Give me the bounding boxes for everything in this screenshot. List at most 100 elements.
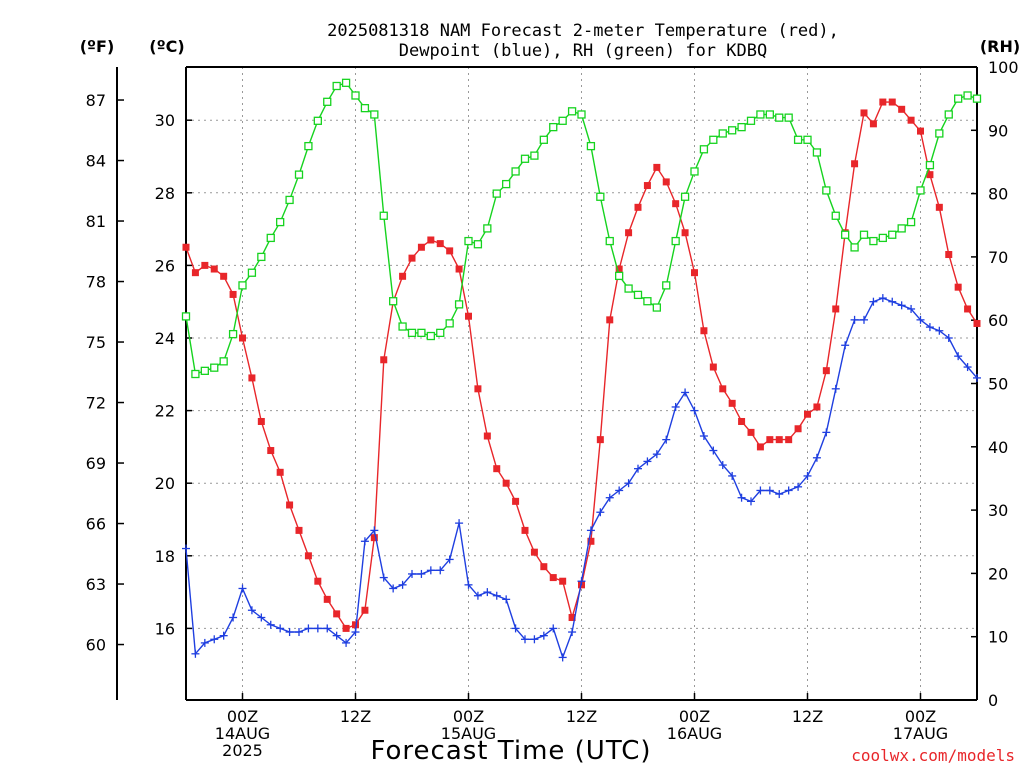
- dewpoint-point: [690, 406, 699, 415]
- temperature-point: [540, 563, 548, 571]
- chart-title-line-2: Dewpoint (blue), RH (green) for KDBQ: [399, 41, 767, 61]
- dewpoint-point: [907, 304, 916, 313]
- dewpoint-point: [765, 486, 774, 495]
- temperature-point: [869, 120, 877, 128]
- rh-point: [276, 217, 285, 227]
- dewpoint-point: [671, 402, 680, 411]
- temperature-point: [691, 269, 698, 277]
- x-tick-label: 16AUG: [667, 724, 722, 743]
- temperature-point: [304, 552, 312, 560]
- temperature-point: [728, 399, 736, 407]
- rh-point: [266, 233, 275, 243]
- temperature-point: [276, 468, 284, 476]
- temperature-point: [945, 251, 953, 259]
- temperature-point: [888, 98, 896, 106]
- rh-tick-label: 40: [988, 438, 1008, 457]
- temperature-point: [662, 178, 670, 186]
- temperature-point: [267, 447, 275, 455]
- celsius-tick-label: 24: [155, 329, 175, 348]
- dewpoint-point: [756, 486, 765, 495]
- dewpoint-point: [408, 569, 416, 578]
- rh-point: [756, 110, 765, 119]
- rh-point: [549, 122, 558, 132]
- temperature-point: [917, 127, 924, 135]
- series-line: [185, 297, 978, 660]
- dewpoint-point: [888, 297, 897, 306]
- dewpoint-point: [200, 638, 209, 647]
- rh-point: [775, 113, 784, 122]
- temperature-point: [323, 595, 331, 603]
- dewpoint-point: [247, 606, 256, 615]
- rh-axis-label: (RH): [980, 37, 1020, 56]
- temperature-point: [417, 243, 425, 251]
- dewpoint-point: [812, 453, 821, 462]
- rh-point: [671, 236, 680, 246]
- temperature-point: [257, 417, 265, 425]
- temperature-point: [672, 200, 680, 208]
- dewpoint-point: [954, 352, 963, 361]
- rh-tick-label: 20: [988, 564, 1008, 583]
- dewpoint-point: [586, 526, 595, 535]
- rh-point: [605, 236, 614, 246]
- temperature-point: [521, 526, 529, 534]
- temperature-point: [766, 436, 774, 444]
- rh-point: [228, 329, 238, 339]
- temperature-point: [832, 305, 840, 313]
- rh-point: [351, 91, 360, 100]
- rh-point: [417, 328, 426, 338]
- dewpoint-point: [502, 595, 511, 604]
- dewpoint-point: [737, 493, 746, 502]
- dewpoint-point: [699, 432, 708, 441]
- dewpoint-point: [511, 624, 520, 633]
- temperature-point: [295, 526, 303, 534]
- temperature-point: [653, 163, 661, 171]
- rh-point: [878, 233, 887, 243]
- rh-point: [784, 113, 793, 122]
- dewpoint-point: [285, 628, 294, 637]
- x-tick-label: 17AUG: [893, 724, 948, 743]
- x-tick-label: 00Z: [905, 707, 936, 726]
- temperature-point: [248, 374, 256, 382]
- celsius-axis-label: (ºC): [149, 37, 184, 56]
- rh-point: [577, 110, 586, 119]
- rh-tick-label: 90: [988, 121, 1008, 140]
- rh-point: [247, 268, 257, 277]
- dewpoint-point: [794, 482, 803, 491]
- dewpoint-point: [831, 384, 840, 393]
- temperature-point: [973, 319, 981, 327]
- rh-point: [191, 369, 200, 379]
- rh-point: [954, 94, 963, 103]
- rh-point: [332, 81, 341, 91]
- dewpoint-point: [389, 584, 398, 593]
- dewpoint-point: [445, 555, 454, 564]
- fahrenheit-axis-label: (ºF): [80, 37, 115, 56]
- dewpoint-point: [483, 588, 492, 597]
- rh-point: [888, 230, 897, 239]
- celsius-tick-label: 18: [155, 547, 175, 566]
- rh-point: [643, 297, 652, 306]
- temperature-point: [427, 236, 435, 244]
- dewpoint-point: [360, 537, 369, 546]
- rh-point: [238, 281, 247, 290]
- dewpoint-point: [963, 363, 972, 372]
- temperature-point: [898, 105, 906, 113]
- rh-point: [596, 192, 605, 201]
- rh-point: [624, 284, 633, 293]
- rh-point: [746, 116, 756, 125]
- dewpoint-point: [370, 526, 379, 535]
- rh-point: [181, 312, 191, 321]
- dewpoint-point: [718, 461, 727, 470]
- dewpoint-point: [266, 620, 275, 629]
- dewpoint-point: [803, 471, 812, 480]
- temperature-point: [182, 243, 190, 251]
- rh-point: [210, 363, 219, 372]
- dewpoint-point: [455, 519, 464, 528]
- temperature-point: [738, 417, 746, 425]
- celsius-tick-label: 28: [155, 184, 175, 203]
- temperature-point: [625, 229, 633, 237]
- temperature-point: [361, 606, 369, 614]
- fahrenheit-tick-label: 66: [86, 515, 106, 534]
- dewpoint-point: [605, 493, 614, 502]
- rh-point: [436, 328, 445, 338]
- dewpoint-point: [568, 628, 577, 637]
